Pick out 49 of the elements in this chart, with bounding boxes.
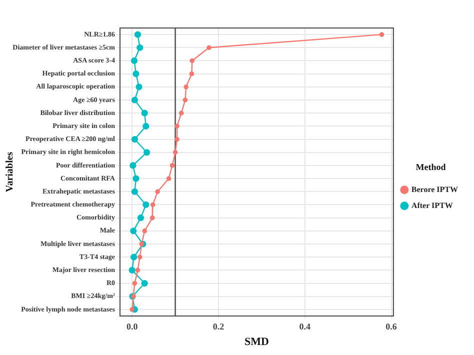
x-tick-label: 0.4 xyxy=(299,322,311,332)
point xyxy=(136,84,142,90)
point xyxy=(131,96,138,104)
point xyxy=(128,266,136,274)
point xyxy=(132,175,140,182)
legend-label: After IPTW xyxy=(411,200,453,210)
point xyxy=(190,58,195,64)
point xyxy=(134,31,142,38)
point xyxy=(150,215,155,220)
point xyxy=(130,307,134,312)
point xyxy=(155,189,160,194)
x-tick-label: 0.6 xyxy=(386,322,398,332)
point xyxy=(142,228,148,234)
point xyxy=(379,32,384,37)
x-tick-label: 0.2 xyxy=(212,322,225,332)
point xyxy=(130,254,138,260)
point xyxy=(206,45,212,50)
point xyxy=(178,110,184,116)
point xyxy=(189,71,194,76)
point xyxy=(132,280,138,286)
point xyxy=(135,268,140,273)
point xyxy=(137,254,142,260)
point xyxy=(131,136,138,143)
point xyxy=(174,136,180,142)
point xyxy=(137,214,144,222)
point xyxy=(141,280,148,287)
legend-title: Method xyxy=(416,162,446,172)
point xyxy=(143,149,150,156)
point xyxy=(170,163,175,168)
legend-label: Berore IPTW xyxy=(411,184,458,194)
point xyxy=(142,122,150,130)
x-axis-title: SMD xyxy=(244,336,269,348)
point xyxy=(141,110,148,116)
point xyxy=(174,124,180,129)
point xyxy=(132,70,140,78)
x-tick-label: 0.0 xyxy=(126,322,138,332)
point xyxy=(139,242,144,246)
point xyxy=(136,44,144,51)
point xyxy=(182,98,188,102)
point xyxy=(131,188,138,195)
point xyxy=(142,201,150,208)
point xyxy=(184,84,188,90)
point xyxy=(172,150,178,155)
point xyxy=(166,176,172,181)
point xyxy=(150,202,156,208)
y-axis-title: Variables xyxy=(4,152,16,192)
point xyxy=(130,162,136,169)
point xyxy=(130,228,137,234)
point xyxy=(130,57,138,64)
